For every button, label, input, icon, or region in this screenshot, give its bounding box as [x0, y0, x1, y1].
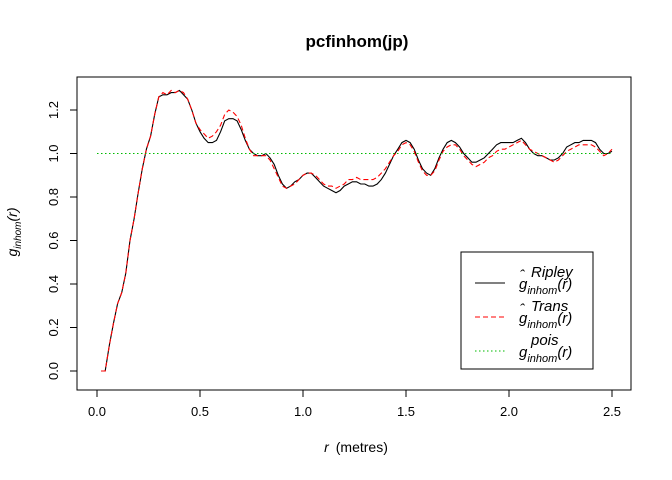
x-axis: 0.0 0.5 1.0 1.5 2.0 2.5	[88, 389, 621, 419]
legend-label-pois: ginhom(r)	[519, 344, 572, 365]
legend-hat: ˆ	[520, 267, 526, 284]
legend-hat: ˆ	[520, 301, 526, 318]
y-axis-subscript: inhom	[13, 221, 24, 248]
chart-title: pcfinhom(jp)	[306, 32, 409, 51]
legend-arg: (r)	[557, 310, 572, 327]
series-line-trans	[101, 89, 613, 372]
legend-symbol: g	[519, 344, 528, 361]
x-tick-label: 2.0	[500, 404, 518, 419]
x-tick-label: 0.5	[191, 404, 209, 419]
x-tick-label: 1.0	[294, 404, 312, 419]
legend-label-trans: ginhom(r)	[519, 310, 572, 331]
legend-subscript: inhom	[527, 353, 557, 365]
x-tick-label: 1.5	[397, 404, 415, 419]
y-axis-label: ginhom(r)	[4, 207, 24, 256]
series-layer	[97, 89, 613, 372]
x-axis-label: r (metres)	[324, 439, 388, 455]
y-tick-label: 1.0	[46, 144, 61, 162]
x-tick-label: 2.5	[603, 404, 621, 419]
legend-subscript: inhom	[527, 285, 557, 297]
y-tick-label: 0.4	[46, 275, 61, 293]
y-tick-label: 1.2	[46, 101, 61, 119]
legend-symbol: g	[519, 276, 528, 293]
legend: ginhom(r)Ripleyˆginhom(r)Transˆginhom(r)…	[460, 251, 594, 370]
y-tick-label: 0.6	[46, 231, 61, 249]
y-axis: 0.0 0.2 0.4 0.6 0.8 1.0 1.2	[46, 101, 78, 380]
x-axis-unit: (metres)	[336, 439, 388, 455]
legend-superscript: pois	[530, 332, 559, 349]
y-tick-label: 0.2	[46, 318, 61, 336]
y-tick-label: 0.0	[46, 362, 61, 380]
y-axis-arg: (r)	[4, 207, 20, 221]
legend-arg: (r)	[557, 344, 572, 361]
legend-subscript: inhom	[527, 319, 557, 331]
y-axis-main: g	[4, 249, 20, 257]
legend-box	[460, 251, 594, 370]
x-tick-label: 0.0	[88, 404, 106, 419]
legend-superscript: Ripley	[531, 264, 574, 281]
legend-label-ripley: ginhom(r)	[519, 276, 572, 297]
x-axis-symbol: r	[324, 439, 330, 455]
legend-symbol: g	[519, 310, 528, 327]
y-tick-label: 0.8	[46, 188, 61, 206]
legend-superscript: Trans	[531, 298, 569, 315]
legend-arg: (r)	[557, 276, 572, 293]
